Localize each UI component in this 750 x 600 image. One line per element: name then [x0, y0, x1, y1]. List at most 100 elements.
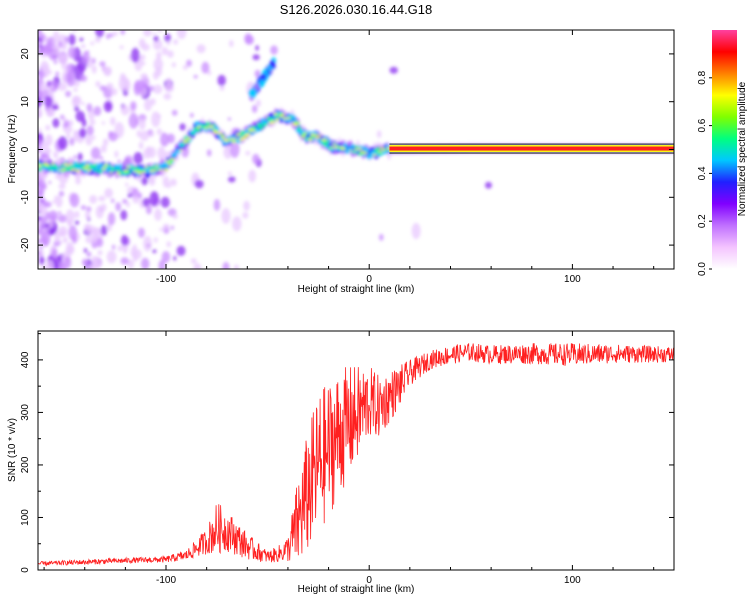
noise-blob [130, 101, 137, 111]
noise-blob [104, 187, 113, 199]
noise-blob [38, 70, 45, 80]
ridge-blob [209, 125, 214, 127]
ridge-blob [231, 141, 236, 143]
noise-blob [66, 133, 71, 139]
noise-blob [148, 177, 156, 186]
noise-blob [84, 210, 91, 220]
noise-blob [38, 30, 42, 37]
spectrogram-y-tick-label: 20 [20, 48, 31, 60]
noise-blob [85, 235, 93, 244]
noise-blob [57, 136, 68, 150]
ridge-blob [271, 120, 277, 123]
ridge-blob [317, 134, 322, 137]
noise-blob [232, 216, 242, 232]
ridge-blob [375, 147, 381, 151]
ridge-blob [310, 133, 315, 136]
secondary-ridge-blob [258, 79, 264, 87]
ridge-blob [251, 129, 256, 132]
ridge-blob [302, 133, 308, 136]
ridge-blob [108, 171, 114, 174]
noise-blob [46, 227, 50, 231]
ridge-blob [61, 168, 66, 170]
noise-blob [44, 95, 53, 108]
noise-blob [40, 45, 50, 55]
noise-blob [119, 72, 126, 82]
ridge-blob [364, 148, 370, 154]
ridge-core [389, 146, 674, 151]
noise-blob [171, 62, 177, 68]
noise-blob [52, 44, 61, 52]
noise-blob [140, 73, 148, 81]
noise-blob [251, 104, 258, 113]
noise-blob [110, 198, 115, 204]
ridge-blob [151, 171, 156, 175]
ridge-blob [191, 132, 196, 135]
noise-blob [67, 46, 76, 59]
noise-blob [108, 131, 118, 142]
noise-blob [48, 210, 58, 221]
noise-blob [161, 251, 171, 263]
noise-blob [58, 190, 65, 197]
noise-blob [166, 40, 171, 46]
ridge-blob [185, 138, 191, 141]
ridge-blob [333, 146, 339, 149]
noise-blob [164, 33, 171, 43]
noise-blob [120, 234, 129, 246]
noise-blob [131, 187, 140, 199]
ridge-blob [72, 169, 77, 171]
noise-blob [193, 74, 198, 79]
ridge-blob [269, 112, 275, 118]
snr-y-tick-label: 200 [20, 456, 31, 473]
ridge-blob [97, 170, 103, 174]
noise-blob [166, 241, 172, 248]
noise-blob [86, 223, 91, 230]
noise-blob [69, 137, 75, 146]
noise-blob [38, 96, 42, 109]
noise-blob [64, 36, 70, 43]
ridge-blob [297, 127, 302, 131]
ridge-blob [257, 123, 262, 127]
noise-blob [44, 142, 49, 149]
noise-blob [254, 69, 261, 78]
noise-blob [90, 147, 101, 160]
noise-blob [167, 50, 174, 58]
noise-blob [156, 128, 162, 136]
snr-x-tick-label: -100 [156, 575, 176, 586]
noise-blob [170, 225, 175, 230]
noise-blob [38, 245, 43, 250]
noise-blob [133, 152, 143, 165]
noise-blob [95, 80, 101, 88]
secondary-ridge-blob [270, 60, 276, 68]
ridge-blob [68, 163, 74, 165]
noise-blob [82, 50, 90, 64]
noise-blob [146, 81, 151, 86]
noise-blob [153, 84, 163, 95]
ridge-blob [105, 167, 110, 173]
ridge-blob [171, 158, 176, 160]
ridge-blob [233, 138, 238, 140]
noise-blob [143, 30, 152, 37]
noise-blob [133, 255, 138, 262]
ridge-blob [38, 164, 43, 167]
colorbar-tick-label: 0.4 [697, 166, 708, 180]
ridge-blob [46, 165, 52, 168]
noise-blob [127, 193, 133, 198]
noise-blob [75, 176, 81, 185]
noise-blob [173, 256, 177, 261]
ridge-blob [79, 164, 85, 167]
noise-blob [41, 198, 46, 204]
noise-blob [227, 176, 236, 183]
noise-blob [93, 106, 102, 116]
ridge-blob [68, 166, 74, 169]
noise-blob [133, 82, 142, 96]
noise-blob [159, 227, 163, 232]
ridge-blob [372, 154, 377, 156]
noise-blob [57, 82, 68, 92]
noise-blob [53, 150, 59, 159]
ridge-blob [180, 143, 185, 147]
ridge-blob [183, 136, 189, 139]
noise-blob [137, 227, 145, 238]
noise-blob [89, 194, 98, 204]
ridge-blob [258, 126, 264, 130]
ridge-blob [344, 149, 350, 154]
